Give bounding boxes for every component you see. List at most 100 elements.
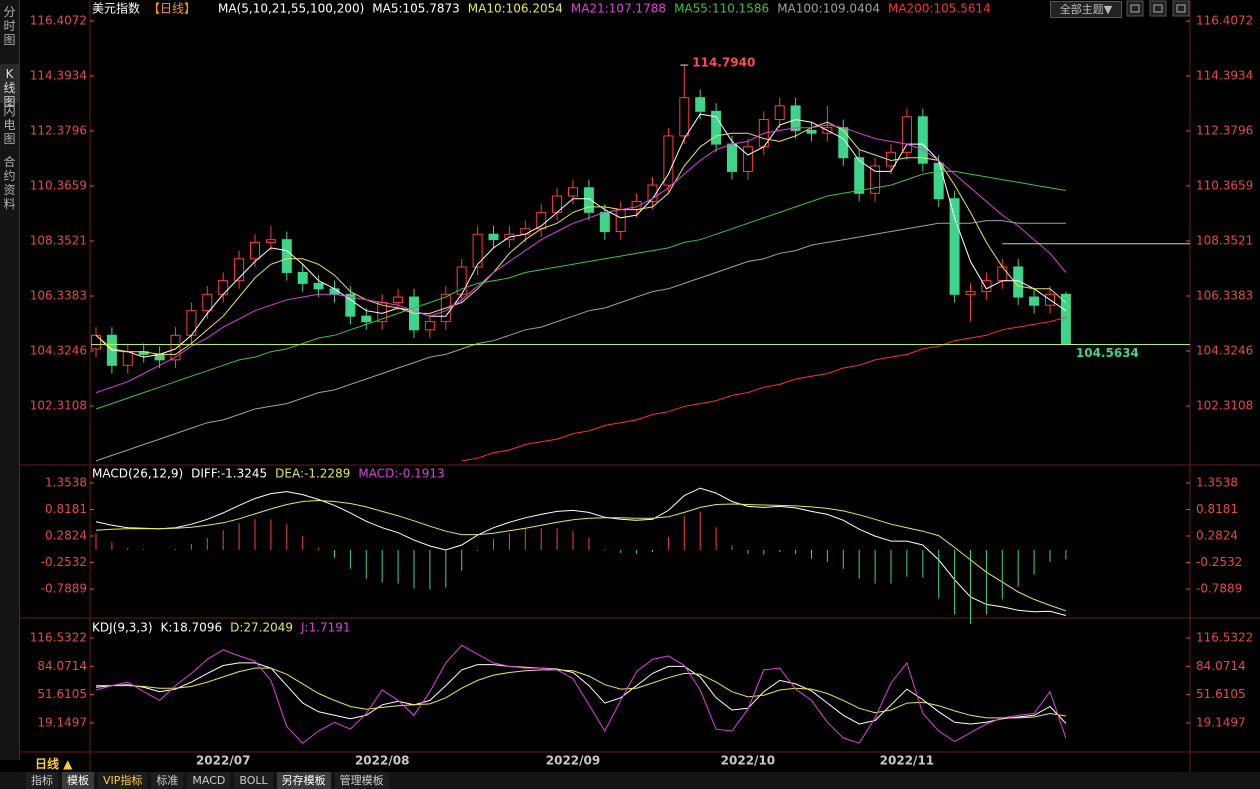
candle-body — [647, 184, 658, 202]
kdj-line — [95, 644, 1067, 744]
y-tick-label: 1.3538 — [1196, 475, 1238, 489]
x-tick-label: 2022/08 — [355, 754, 409, 768]
icon-button[interactable] — [1149, 0, 1167, 17]
legend-entry: MA100:109.0404 — [777, 2, 880, 16]
bottom-tab[interactable]: 标准 — [151, 772, 184, 789]
candle-body — [981, 280, 992, 293]
y-tick-label: 0.8181 — [1196, 502, 1238, 516]
kdj-line — [95, 662, 1067, 725]
legend-entry: J:1.7191 — [300, 621, 351, 635]
candle-body — [472, 233, 483, 268]
bottom-tab[interactable]: 管理模板 — [334, 772, 389, 789]
theme-button[interactable]: 全部主题▼ — [1050, 1, 1122, 18]
candle-body — [91, 334, 101, 350]
indicator-label: MACD(26,12,9) — [92, 467, 183, 481]
sidebar-tab[interactable]: 合约资料 — [3, 155, 16, 211]
legend-entry: MACD:-0.1913 — [358, 467, 444, 481]
candle-body — [234, 258, 245, 282]
indicator-label: MA(5,10,21,55,100,200) — [218, 2, 364, 16]
ma-line — [95, 170, 1066, 410]
bottom-tab[interactable]: BOLL — [234, 772, 273, 789]
ma-line — [95, 220, 1066, 462]
candle-body — [488, 233, 499, 241]
y-tick-label: 84.0714 — [37, 659, 87, 673]
bottom-tab[interactable]: MACD — [187, 772, 231, 789]
candle-body — [711, 110, 722, 145]
candle-body — [361, 315, 372, 323]
candle-body — [568, 187, 578, 197]
candle-body — [345, 293, 356, 317]
bottom-tab[interactable]: 另存模板 — [276, 772, 331, 789]
icon-button[interactable] — [1172, 0, 1190, 17]
y-tick-label: 51.6105 — [37, 687, 87, 701]
candle-body — [663, 135, 674, 186]
y-tick-label: 108.3521 — [30, 233, 87, 247]
y-tick-label: 102.3108 — [30, 398, 87, 412]
y-tick-label: 19.1497 — [1196, 716, 1246, 730]
sidebar-tab[interactable]: 分时图 — [3, 5, 16, 47]
x-tick-label: 2022/11 — [880, 754, 934, 768]
indicator-label: KDJ(9,3,3) — [92, 621, 153, 635]
y-tick-label: 0.2824 — [45, 529, 87, 543]
candle-body — [742, 146, 753, 172]
legend-entry: MA200:105.5614 — [888, 2, 991, 16]
candle-body — [583, 187, 594, 213]
candle-body — [917, 116, 928, 164]
y-tick-label: 1.3538 — [45, 475, 87, 489]
bottom-tab[interactable]: 模板 — [62, 772, 94, 789]
y-tick-label: 116.4072 — [1196, 14, 1253, 28]
candle-body — [265, 239, 276, 243]
chart-title: 美元指数 — [92, 1, 140, 16]
macd-line — [95, 487, 1067, 616]
macd-line — [95, 499, 1067, 612]
candle-body — [790, 105, 801, 131]
candle-body — [170, 334, 181, 361]
legend-entry: DIFF:-1.3245 — [191, 467, 267, 481]
candle-body — [393, 296, 404, 304]
y-tick-label: 114.3934 — [1196, 69, 1253, 83]
y-tick-label: 84.0714 — [1196, 659, 1246, 673]
candle-body — [615, 209, 626, 232]
y-tick-label: 19.1497 — [37, 716, 87, 730]
ma-line — [95, 124, 1067, 394]
sidebar-tab[interactable]: K线图 — [0, 64, 19, 109]
candle-body — [1029, 296, 1040, 306]
y-tick-label: 108.3521 — [1196, 233, 1253, 247]
legend-entry: MA21:107.1788 — [571, 2, 666, 16]
legend-entry: K:18.7096 — [161, 621, 223, 635]
candle-body — [599, 211, 610, 232]
icon-button[interactable] — [1126, 0, 1144, 17]
high-label: 114.7940 — [692, 56, 755, 70]
candle-body — [901, 116, 912, 153]
bottom-tabs: 指标 模板 VIP指标 标准 MACD BOLL 另存模板 管理模板 — [0, 772, 1260, 789]
candle-body — [1013, 266, 1024, 298]
y-tick-label: -0.7889 — [41, 581, 87, 595]
y-tick-label: 112.3796 — [30, 123, 87, 137]
y-tick-label: 104.3246 — [30, 343, 87, 357]
ma-line — [95, 113, 1067, 358]
x-tick-label: 2022/10 — [721, 754, 775, 768]
candle-body — [313, 282, 324, 290]
candle-body — [949, 198, 960, 295]
y-tick-label: 106.3383 — [1196, 288, 1253, 302]
y-tick-label: 104.3246 — [1196, 343, 1253, 357]
candle-body — [281, 239, 292, 273]
candle-body — [997, 266, 1008, 282]
bottom-tab[interactable]: 指标 — [26, 772, 58, 789]
candle-body — [854, 157, 865, 194]
period-label[interactable]: 日线 ▲ — [35, 757, 73, 771]
sidebar: 分时图 K线图 闪电图 合约资料 — [0, 0, 20, 760]
y-tick-label: 116.4072 — [30, 14, 87, 28]
icon — [1130, 4, 1140, 13]
sidebar-tab[interactable]: 闪电图 — [3, 104, 16, 146]
bottom-tab[interactable]: VIP指标 — [98, 772, 148, 789]
y-tick-label: 116.5322 — [30, 630, 87, 644]
y-tick-label: 116.5322 — [1196, 630, 1253, 644]
icon — [1153, 4, 1163, 13]
y-tick-label: 102.3108 — [1196, 398, 1253, 412]
kdj-line — [96, 667, 1066, 719]
legend-entry: DEA:-1.2289 — [275, 467, 350, 481]
legend-entry: MA10:106.2054 — [468, 2, 563, 16]
